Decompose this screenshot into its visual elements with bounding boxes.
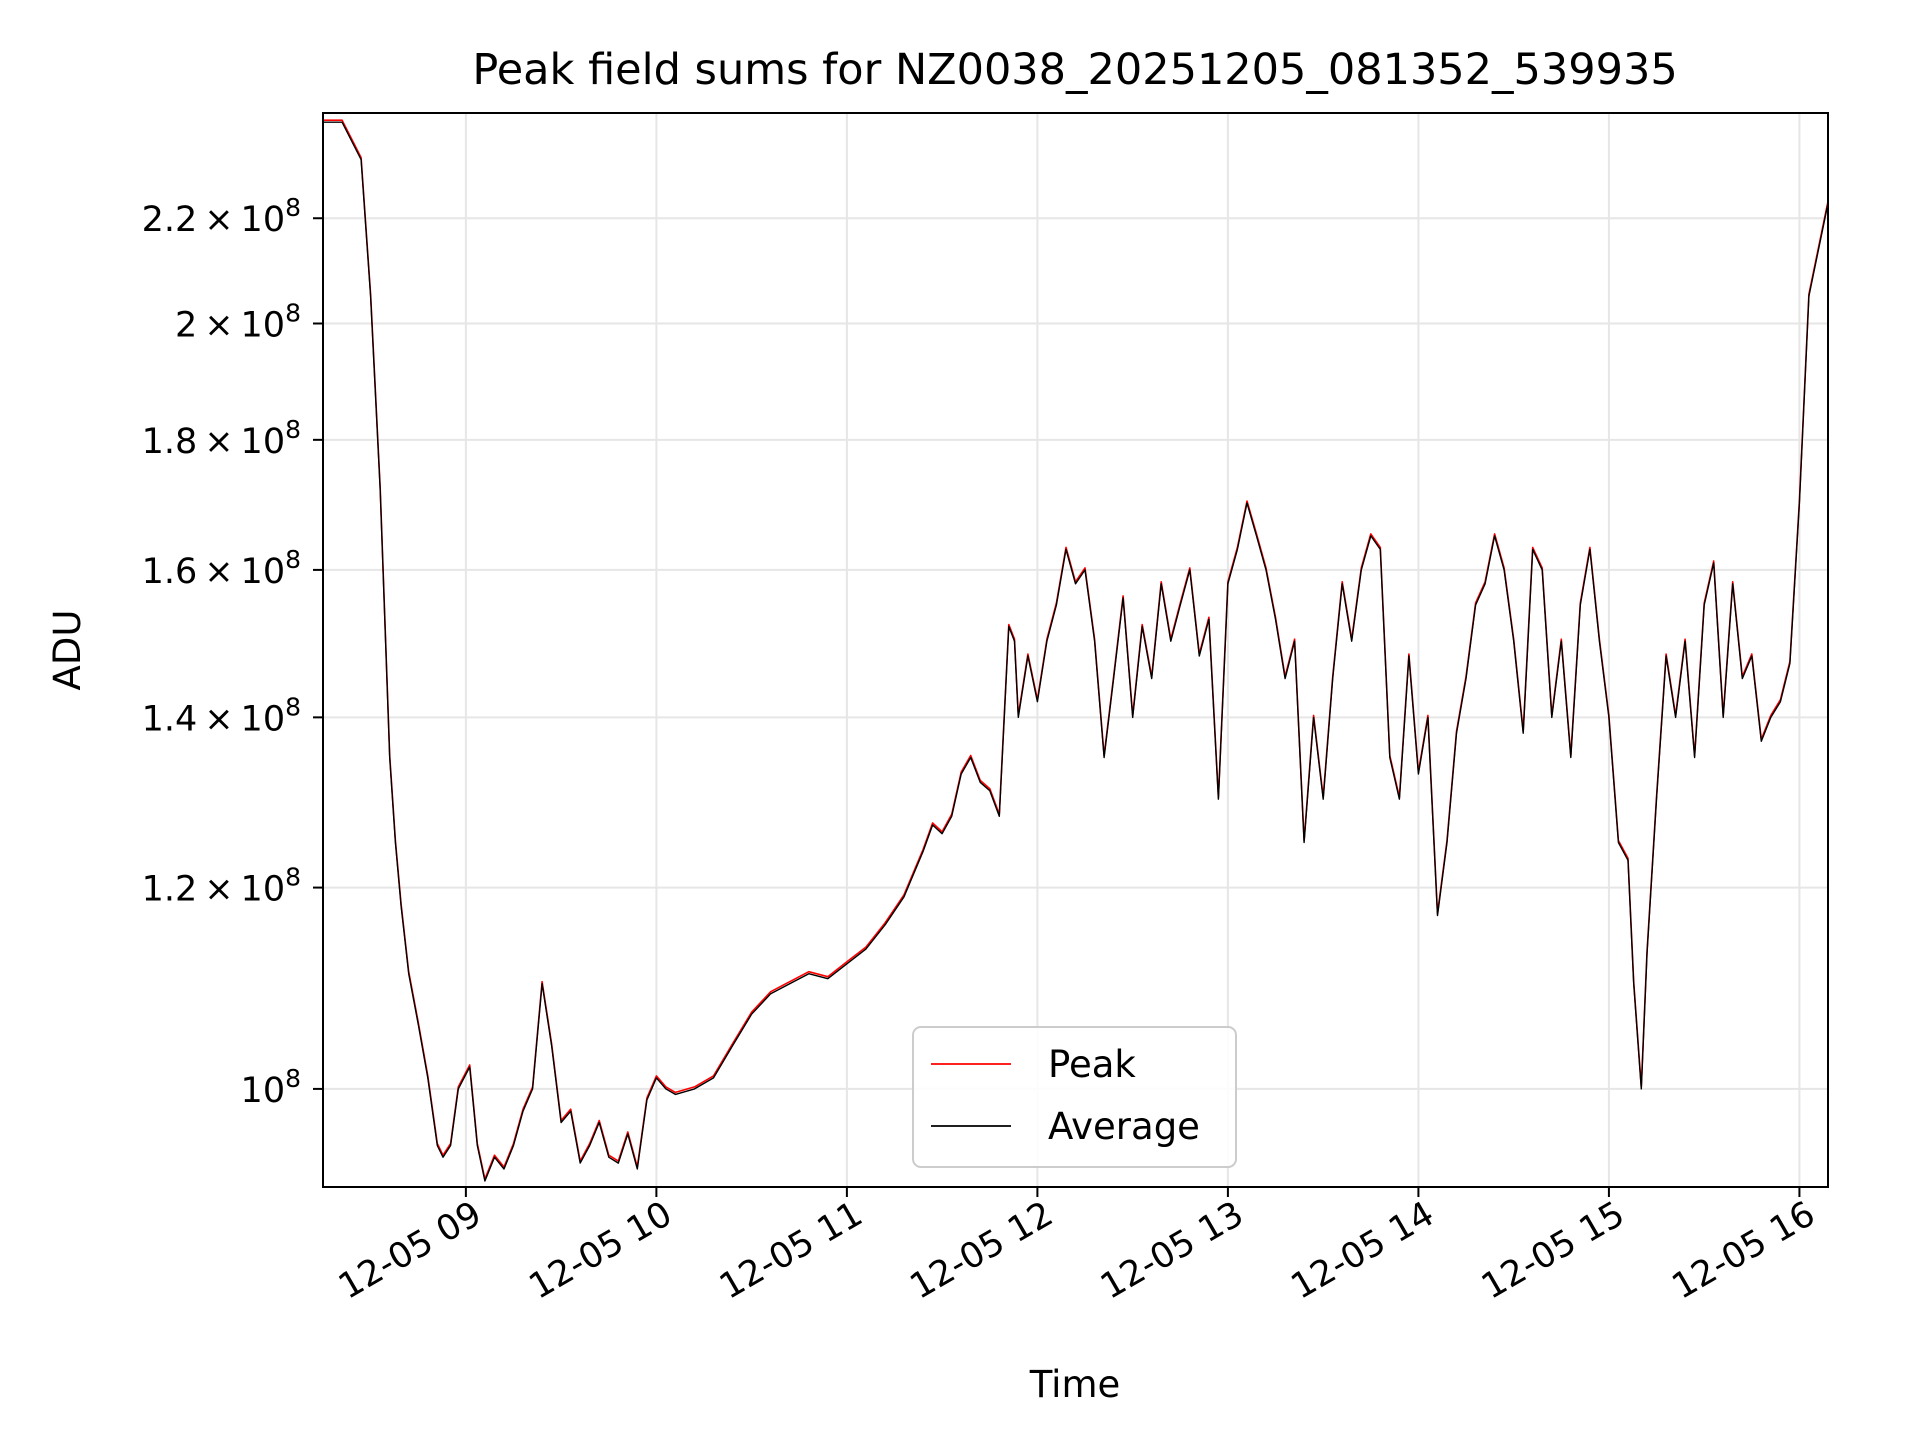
- y-tick-exponent: 8: [285, 1064, 301, 1093]
- y-tick-exponent: 8: [285, 863, 301, 892]
- y-tick-label: 1.6 × 108: [142, 545, 301, 592]
- y-tick-label: 1.4 × 108: [142, 692, 301, 739]
- y-tick-base: 1.4 × 10: [142, 699, 286, 739]
- grid: [323, 113, 1828, 1187]
- y-tick-base: 2 × 10: [175, 305, 285, 345]
- y-tick-base: 1.2 × 10: [142, 870, 286, 910]
- chart-title: Peak field sums for NZ0038_20251205_0813…: [472, 45, 1677, 95]
- y-tick-base: 1.8 × 10: [142, 422, 286, 462]
- legend-peak-label: Peak: [1048, 1043, 1136, 1086]
- average-series-line: [323, 121, 1829, 1182]
- series-lines: [323, 119, 1829, 1182]
- legend: Peak Average: [912, 1026, 1237, 1168]
- y-tick-label: 1.2 × 108: [142, 863, 301, 910]
- y-tick-label: 1.8 × 108: [142, 415, 301, 462]
- y-tick-exponent: 8: [285, 415, 301, 444]
- y-axis-label: ADU: [46, 610, 89, 691]
- y-tick-exponent: 8: [285, 193, 301, 222]
- y-tick-label: 108: [241, 1064, 301, 1111]
- y-tick-exponent: 8: [285, 298, 301, 327]
- y-tick-label: 2.2 × 108: [142, 193, 301, 240]
- legend-box: [912, 1026, 1237, 1168]
- y-tick-exponent: 8: [285, 545, 301, 574]
- y-tick-base: 1.6 × 10: [142, 552, 286, 592]
- y-tick-base: 2.2 × 10: [142, 200, 286, 240]
- y-tick-exponent: 8: [285, 692, 301, 721]
- y-tick-base: 10: [241, 1071, 286, 1111]
- legend-average-label: Average: [1048, 1105, 1200, 1148]
- y-tick-label: 2 × 108: [175, 298, 301, 345]
- plot-frame: [322, 112, 1829, 1188]
- x-axis-label: Time: [1029, 1363, 1121, 1406]
